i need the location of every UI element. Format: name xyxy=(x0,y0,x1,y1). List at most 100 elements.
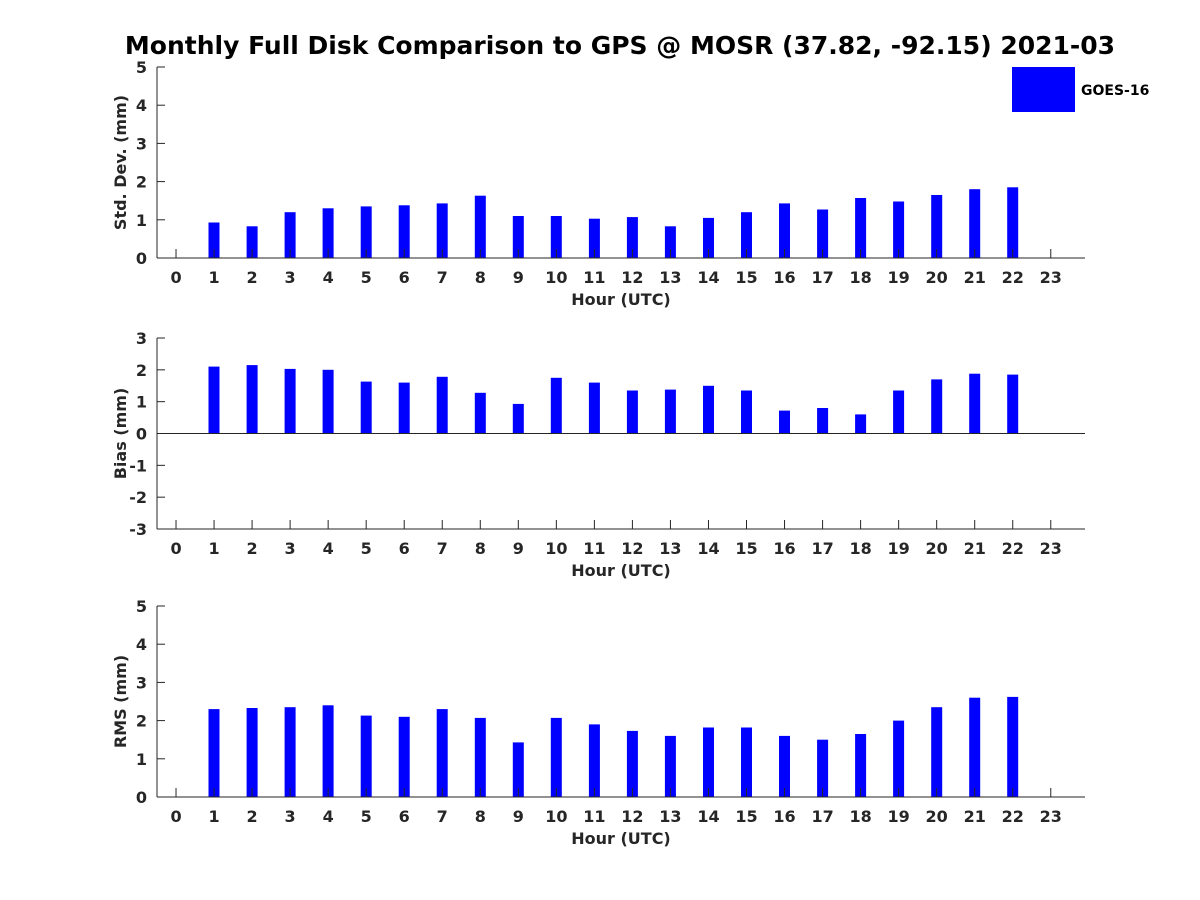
bar-panel2-hour-18 xyxy=(855,414,867,434)
bar-panel1-hour-16 xyxy=(779,203,790,258)
x-tick-label-panel2-14: 14 xyxy=(697,539,719,558)
bar-panel3-hour-13 xyxy=(664,735,676,797)
x-tick-label-panel1-9: 9 xyxy=(513,268,524,287)
bar-panel1-hour-13 xyxy=(664,226,676,258)
x-tick-label-panel1-22: 22 xyxy=(1002,268,1024,287)
bar-panel1-hour-11 xyxy=(588,218,600,258)
bar-panel1-hour-4 xyxy=(322,208,334,258)
bar-panel3-hour-11 xyxy=(588,724,600,797)
bar-panel1-hour-7 xyxy=(436,203,448,258)
bar-panel1-hour-1 xyxy=(208,222,220,258)
bar-panel1-hour-9 xyxy=(512,216,524,258)
bar-panel2-hour-17 xyxy=(817,408,829,434)
y-tick-label-panel1-5: 5 xyxy=(136,58,147,77)
x-tick-label-panel3-19: 19 xyxy=(888,807,910,826)
x-tick-label-panel2-21: 21 xyxy=(964,539,986,558)
x-tick-label-panel1-18: 18 xyxy=(849,268,871,287)
bar-panel1-hour-2 xyxy=(246,226,258,258)
y-tick-label-panel2--1: -1 xyxy=(129,456,147,475)
bar-panel1-hour-21 xyxy=(969,189,981,258)
bar-panel2-hour-5 xyxy=(360,381,372,434)
x-tick-label-panel3-6: 6 xyxy=(399,807,410,826)
x-tick-label-panel1-11: 11 xyxy=(583,268,605,287)
bar-panel3-hour-1 xyxy=(208,709,220,797)
x-tick-label-panel3-4: 4 xyxy=(323,807,334,826)
bar-panel2-hour-19 xyxy=(893,390,905,434)
x-tick-label-panel3-10: 10 xyxy=(545,807,567,826)
y-tick-label-panel2--3: -3 xyxy=(129,520,147,539)
x-tick-label-panel1-6: 6 xyxy=(399,268,410,287)
x-tick-label-panel2-16: 16 xyxy=(773,539,795,558)
y-tick-label-panel3-3: 3 xyxy=(136,673,147,692)
x-tick-label-panel3-14: 14 xyxy=(697,807,719,826)
bar-panel2-hour-7 xyxy=(436,376,448,434)
x-tick-label-panel2-20: 20 xyxy=(926,539,948,558)
y-tick-label-panel2--2: -2 xyxy=(129,488,147,507)
x-tick-label-panel1-0: 0 xyxy=(170,268,181,287)
y-tick-label-panel3-5: 5 xyxy=(136,597,147,616)
bar-panel3-hour-8 xyxy=(474,717,486,797)
bar-panel2-hour-15 xyxy=(741,390,752,434)
bar-panel3-hour-18 xyxy=(855,734,867,797)
bar-panel2-hour-20 xyxy=(931,379,943,434)
x-tick-label-panel1-5: 5 xyxy=(361,268,372,287)
y-tick-label-panel2-1: 1 xyxy=(136,393,147,412)
y-tick-label-panel3-2: 2 xyxy=(136,712,147,731)
bar-panel1-hour-17 xyxy=(817,209,829,258)
x-tick-label-panel1-10: 10 xyxy=(545,268,567,287)
x-tick-label-panel3-18: 18 xyxy=(849,807,871,826)
bar-panel1-hour-15 xyxy=(741,212,752,258)
y-tick-label-panel1-0: 0 xyxy=(136,249,147,268)
bar-panel3-hour-5 xyxy=(360,715,372,797)
x-tick-label-panel3-7: 7 xyxy=(437,807,448,826)
x-tick-label-panel1-23: 23 xyxy=(1040,268,1062,287)
x-tick-label-panel3-15: 15 xyxy=(735,807,757,826)
x-tick-label-panel2-15: 15 xyxy=(735,539,757,558)
x-tick-label-panel1-3: 3 xyxy=(285,268,296,287)
x-axis-label-panel-1: Hour (UTC) xyxy=(571,290,671,309)
bar-panel2-hour-16 xyxy=(779,410,790,434)
legend-swatch-goes-16 xyxy=(1012,67,1075,112)
bar-panel2-hour-4 xyxy=(322,369,334,434)
bar-panel2-hour-21 xyxy=(969,373,981,434)
bar-panel3-hour-6 xyxy=(398,716,410,797)
x-tick-label-panel3-11: 11 xyxy=(583,807,605,826)
chart-title: Monthly Full Disk Comparison to GPS @ MO… xyxy=(125,31,1115,60)
y-tick-label-panel1-4: 4 xyxy=(136,96,147,115)
x-tick-label-panel2-10: 10 xyxy=(545,539,567,558)
x-tick-label-panel3-2: 2 xyxy=(247,807,258,826)
x-tick-label-panel2-8: 8 xyxy=(475,539,486,558)
y-tick-label-panel2-2: 2 xyxy=(136,361,147,380)
x-tick-label-panel1-20: 20 xyxy=(926,268,948,287)
x-tick-label-panel3-1: 1 xyxy=(208,807,219,826)
bar-panel1-hour-14 xyxy=(703,217,714,258)
bar-panel3-hour-3 xyxy=(284,707,296,797)
bar-panel2-hour-2 xyxy=(246,365,258,434)
x-tick-label-panel1-21: 21 xyxy=(964,268,986,287)
x-tick-label-panel2-7: 7 xyxy=(437,539,448,558)
x-tick-label-panel1-7: 7 xyxy=(437,268,448,287)
x-tick-label-panel1-8: 8 xyxy=(475,268,486,287)
x-tick-label-panel1-13: 13 xyxy=(659,268,681,287)
x-tick-label-panel3-0: 0 xyxy=(170,807,181,826)
bar-panel1-hour-19 xyxy=(893,201,905,258)
x-tick-label-panel2-2: 2 xyxy=(247,539,258,558)
bar-panel1-hour-20 xyxy=(931,195,943,258)
x-tick-label-panel1-19: 19 xyxy=(888,268,910,287)
bar-panel2-hour-11 xyxy=(588,382,600,434)
y-tick-label-panel3-1: 1 xyxy=(136,750,147,769)
x-tick-label-panel2-0: 0 xyxy=(170,539,181,558)
x-tick-label-panel2-22: 22 xyxy=(1002,539,1024,558)
legend: GOES-16 xyxy=(1012,67,1149,112)
x-tick-label-panel3-8: 8 xyxy=(475,807,486,826)
x-axis-label-panel-2: Hour (UTC) xyxy=(571,561,671,580)
x-tick-label-panel2-18: 18 xyxy=(849,539,871,558)
x-tick-label-panel2-17: 17 xyxy=(811,539,833,558)
y-tick-label-panel1-2: 2 xyxy=(136,173,147,192)
x-tick-label-panel3-17: 17 xyxy=(811,807,833,826)
bar-panel3-hour-16 xyxy=(779,735,790,797)
x-tick-label-panel2-5: 5 xyxy=(361,539,372,558)
bar-panel3-hour-21 xyxy=(969,697,981,797)
